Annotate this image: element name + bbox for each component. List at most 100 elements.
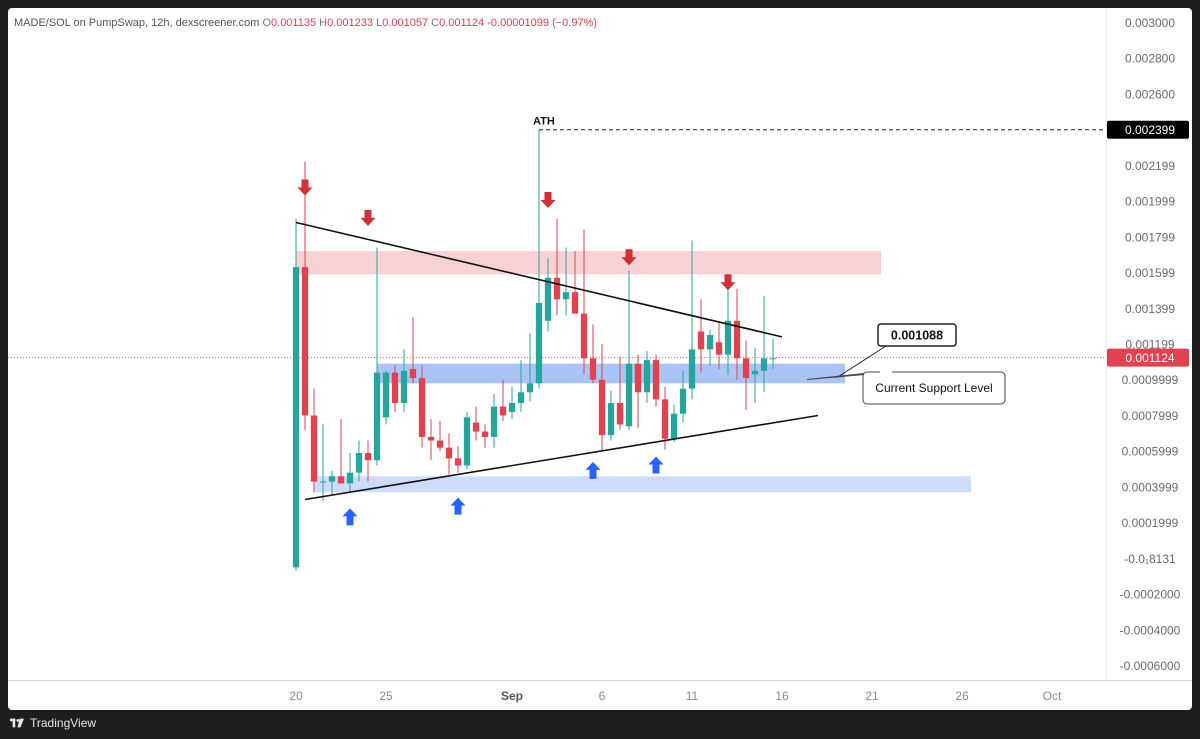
candle — [526, 333, 534, 402]
x-tick-label: 25 — [379, 689, 393, 703]
candle — [697, 299, 705, 373]
candle-body — [427, 436, 435, 441]
candle-body — [310, 415, 318, 482]
price-callout-text: 0.001088 — [891, 329, 943, 343]
candle-body — [499, 406, 507, 416]
candle — [544, 258, 552, 332]
lower-support-zone — [314, 476, 971, 493]
current-price-label: 0.001124 — [1125, 351, 1174, 365]
candle-body — [292, 267, 300, 568]
candle-body — [724, 320, 732, 355]
candle — [346, 453, 354, 493]
candle-body — [337, 476, 345, 484]
candle-body — [445, 447, 453, 459]
support-callout-box — [862, 371, 1006, 405]
buy-arrow-icon — [585, 461, 601, 479]
candle — [679, 370, 687, 423]
high-value: 0.001233 — [327, 17, 373, 29]
candle — [481, 424, 489, 448]
buy-arrow-icon — [648, 456, 664, 474]
candle-body — [364, 453, 372, 461]
candle — [445, 433, 453, 475]
low-value: 0.001057 — [382, 17, 429, 29]
candle — [463, 411, 471, 470]
candle — [517, 360, 525, 412]
x-tick-label: 11 — [686, 689, 699, 703]
candle — [553, 218, 561, 316]
y-tick-label: -0.0002000 — [1120, 588, 1181, 602]
candle-body — [553, 277, 561, 300]
current-price-badge — [1107, 348, 1189, 367]
candle — [301, 161, 309, 430]
candle — [598, 344, 606, 452]
candle-body — [715, 342, 723, 355]
candle — [400, 349, 408, 412]
open-label: O — [262, 17, 272, 29]
x-tick-label: 21 — [865, 689, 879, 703]
y-tick-label: 0.0005999 — [1122, 445, 1179, 459]
candle — [562, 247, 570, 316]
candle-body — [526, 383, 534, 393]
candle — [724, 281, 732, 375]
candle — [391, 365, 399, 412]
sell-arrow-icon — [540, 192, 556, 209]
candle — [319, 424, 327, 502]
upper-trendline — [295, 221, 783, 338]
buy-arrow-icon — [342, 508, 358, 526]
candle-body — [580, 313, 588, 359]
candle — [571, 251, 579, 314]
tradingview-brand: TradingView — [30, 716, 97, 730]
y-tick-label: -0.0₁8131 — [1124, 552, 1176, 566]
support-callout-text: Current Support Level — [875, 381, 992, 395]
x-tick-label: 20 — [289, 689, 303, 703]
lower-trendline — [304, 414, 819, 501]
candle — [454, 445, 462, 473]
candle — [382, 370, 390, 425]
y-tick-label: 0.001399 — [1125, 302, 1175, 316]
y-tick-label: 0.003000 — [1125, 16, 1175, 30]
candle — [751, 347, 759, 403]
tradingview-footer[interactable]: TradingView — [10, 716, 96, 730]
candle-body — [679, 388, 687, 414]
candle — [769, 338, 777, 370]
y-tick-label: 0.001999 — [1125, 195, 1175, 209]
candle-body — [769, 358, 777, 360]
candle-body — [670, 413, 678, 439]
ath-price-badge — [1107, 120, 1189, 139]
candle-body — [481, 431, 489, 437]
candle-body — [418, 377, 426, 437]
candle — [733, 288, 741, 380]
x-tick-label: Sep — [501, 689, 523, 703]
buy-arrow-icon — [450, 497, 466, 515]
candle — [436, 420, 444, 452]
x-tick-label: 26 — [955, 689, 969, 703]
candle-body — [400, 370, 408, 403]
candle — [409, 317, 417, 384]
plot-area: ATH 0.001088 Current Support Level — [8, 116, 1106, 571]
y-tick-label: 0.001599 — [1125, 266, 1175, 280]
y-tick-label: 0.002199 — [1125, 159, 1175, 173]
candle-body — [733, 320, 741, 359]
candle — [364, 440, 372, 482]
candle — [373, 247, 381, 466]
x-tick-label: 16 — [775, 689, 789, 703]
change-value: -0.00001099 (−0.97%) — [487, 17, 598, 29]
candle — [292, 218, 300, 571]
candle-body — [598, 379, 606, 436]
y-tick-label: 0.001799 — [1125, 230, 1175, 244]
candle — [634, 354, 642, 428]
y-tick-label: 0.0009999 — [1122, 373, 1179, 387]
candle — [589, 324, 597, 384]
candle — [337, 419, 345, 484]
candle — [625, 270, 633, 430]
candle-body — [571, 292, 579, 314]
candle-body — [409, 369, 417, 378]
support-zone — [377, 363, 845, 384]
candle-body — [661, 399, 669, 439]
price-chart[interactable]: ATH 0.001088 Current Support Level 0.003000… — [8, 8, 1192, 710]
candle-body — [652, 360, 660, 400]
resistance-zone — [296, 251, 881, 275]
candle-body — [355, 453, 363, 473]
candle — [616, 356, 624, 430]
candle-body — [436, 440, 444, 448]
